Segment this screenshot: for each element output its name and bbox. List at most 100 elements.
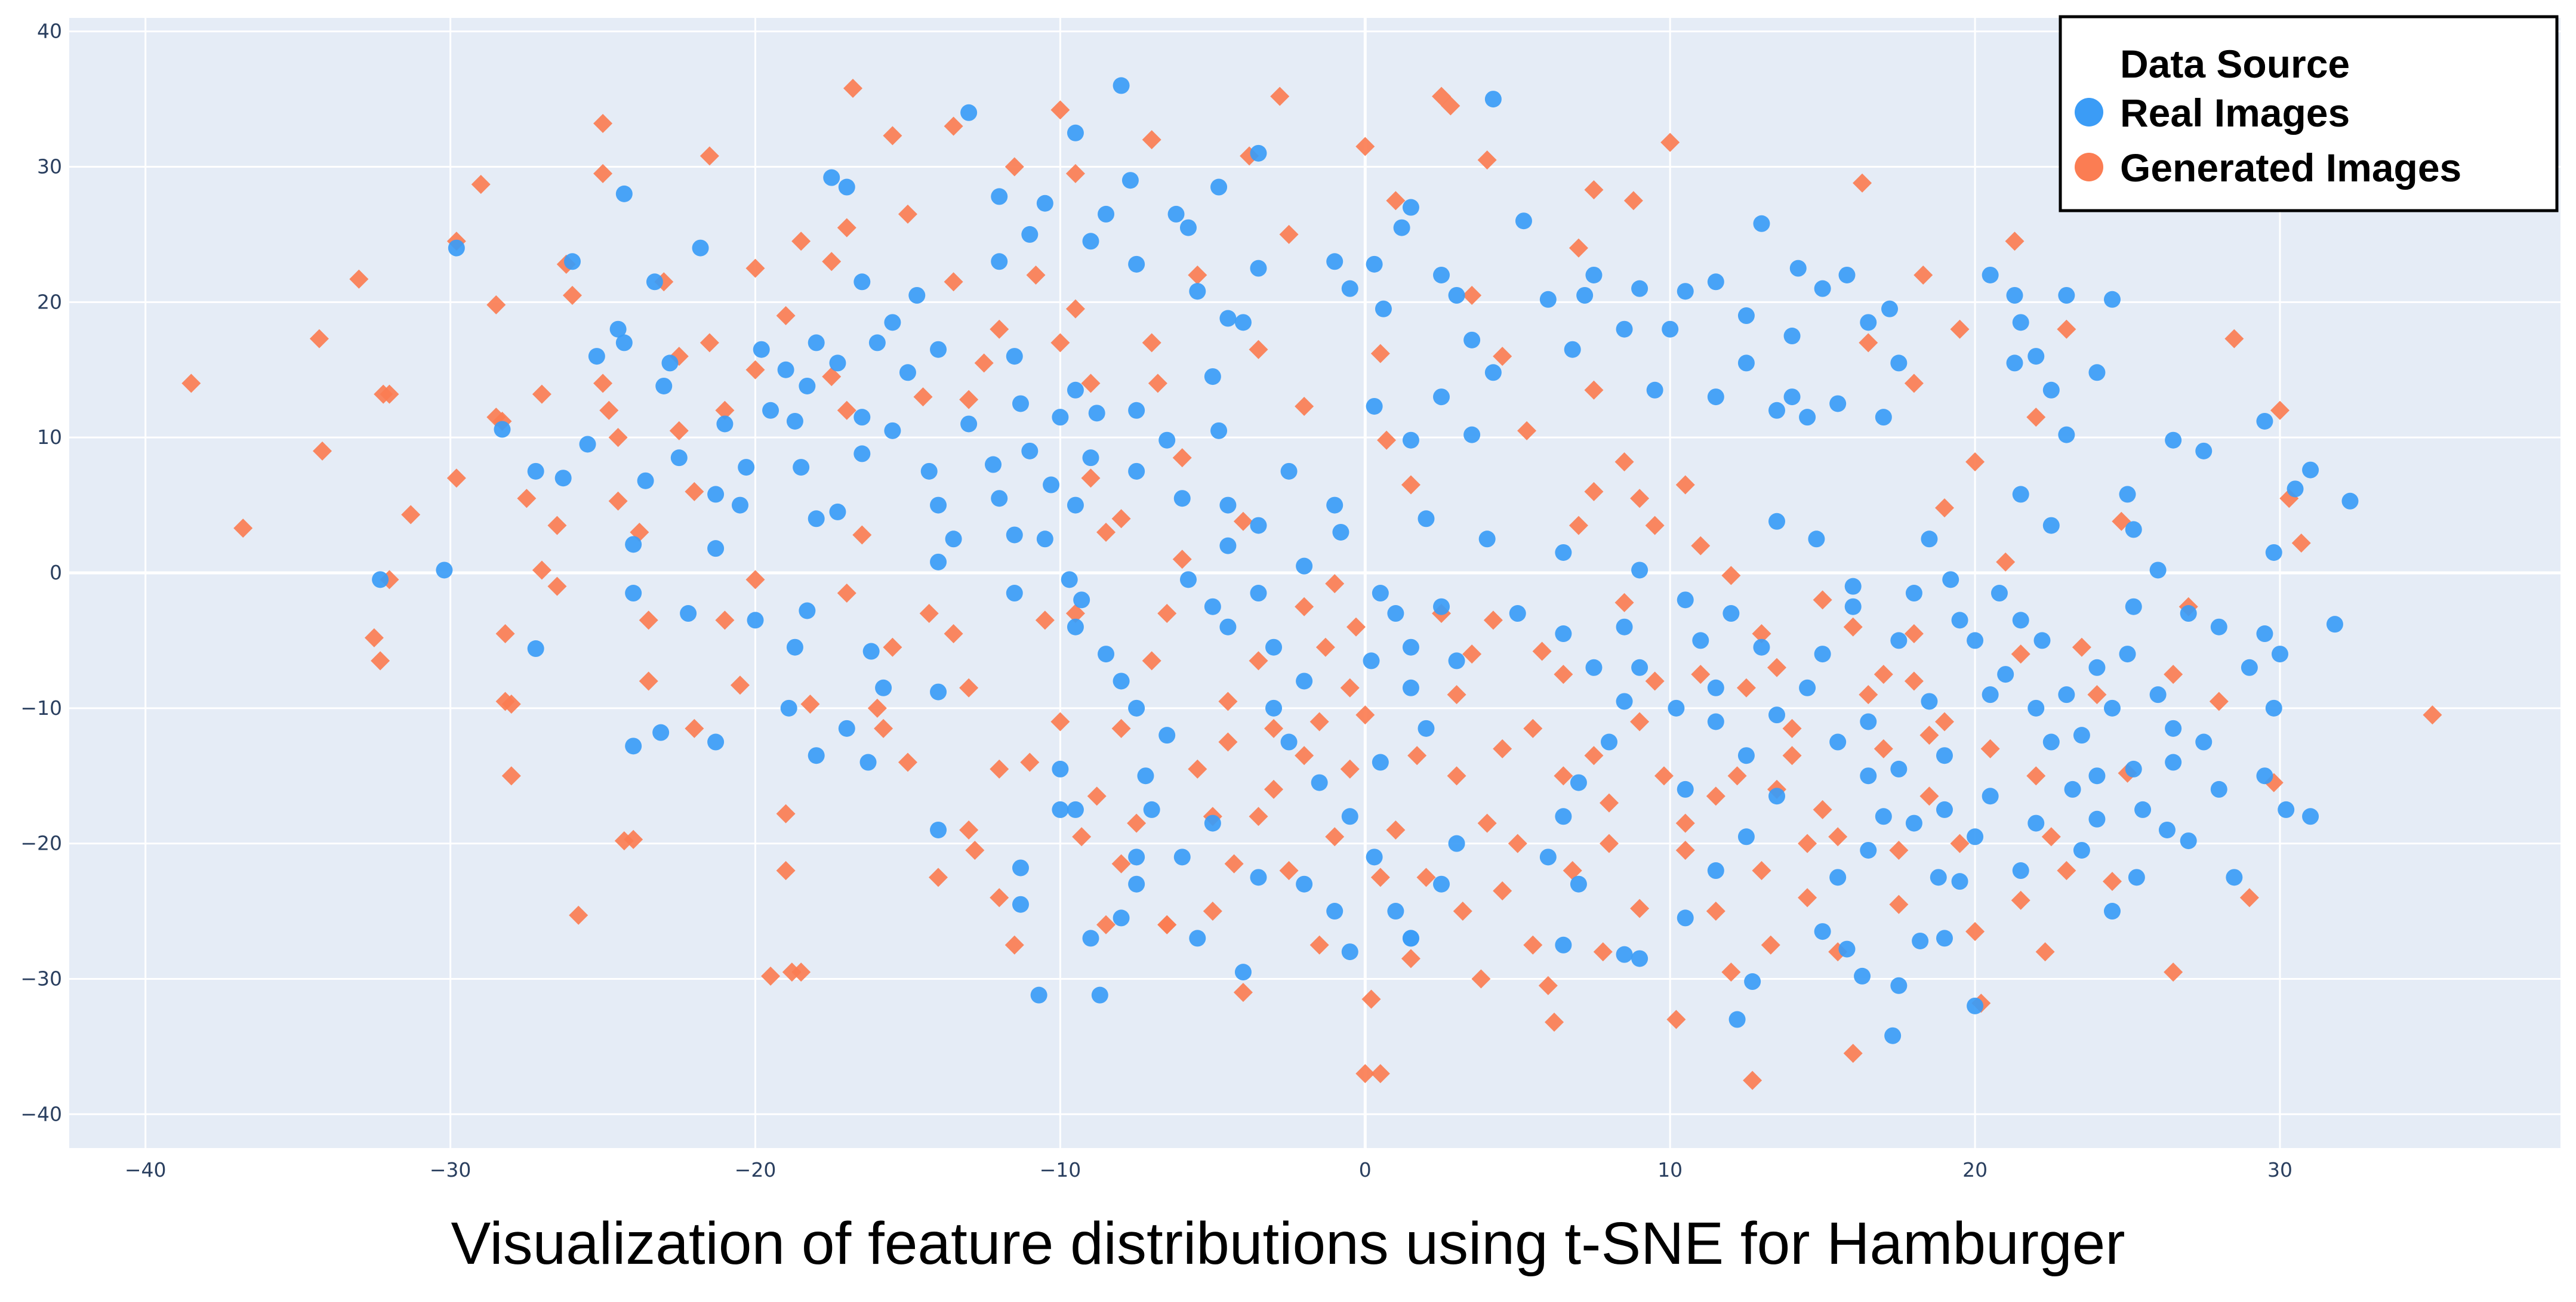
generated-image-point: [1654, 766, 1674, 786]
real-image-point: [1814, 646, 1831, 663]
real-image-point: [1570, 875, 1587, 893]
generated-image-point: [1996, 552, 2016, 572]
real-image-point: [1478, 530, 1496, 548]
real-image-point: [1332, 523, 1349, 541]
real-image-point: [1707, 273, 1724, 291]
real-image-point: [1030, 986, 1047, 1004]
real-image-point: [1341, 808, 1358, 825]
real-image-point: [1250, 585, 1267, 602]
real-image-point: [1982, 788, 1999, 805]
generated-image-point: [380, 384, 399, 404]
generated-image-point: [2011, 644, 2030, 664]
generated-image-point: [1050, 333, 1070, 353]
generated-image-point: [1224, 854, 1244, 874]
generated-image-point: [791, 962, 811, 982]
generated-image-point: [1416, 868, 1436, 887]
generated-image-point: [1401, 475, 1421, 495]
real-image-point: [1366, 849, 1383, 866]
generated-image-point: [1004, 157, 1024, 177]
real-image-point: [1375, 300, 1392, 317]
real-image-point: [1875, 808, 1892, 825]
real-image-point: [1402, 930, 1419, 947]
generated-image-point: [959, 820, 979, 840]
generated-image-point: [2164, 962, 2183, 982]
generated-image-point: [1554, 665, 1573, 684]
real-image-point: [991, 253, 1008, 270]
real-image-point: [554, 470, 572, 487]
generated-image-point: [1965, 922, 1985, 942]
generated-image-point: [1111, 718, 1131, 738]
real-image-point: [853, 409, 871, 426]
real-image-point: [1463, 426, 1481, 443]
real-image-point: [823, 169, 840, 186]
real-image-point: [1021, 226, 1039, 243]
generated-image-point: [944, 116, 963, 136]
generated-image-point: [1157, 604, 1177, 624]
y-tick-label: −30: [20, 967, 62, 990]
real-image-point: [1204, 368, 1221, 385]
generated-image-point: [1441, 96, 1460, 116]
generated-image-point: [1691, 536, 1711, 556]
real-image-point: [1088, 405, 1105, 422]
real-image-point: [786, 412, 803, 430]
y-tick-label: 0: [50, 561, 62, 584]
real-image-point: [615, 185, 633, 202]
generated-image-point: [1545, 1013, 1564, 1032]
real-image-point: [1631, 659, 1648, 676]
real-image-point: [1707, 713, 1724, 730]
real-image-point: [1128, 875, 1145, 893]
generated-image-point: [1035, 610, 1055, 630]
generated-image-point: [1538, 976, 1558, 995]
generated-image-point: [2239, 888, 2259, 908]
generated-image-point: [1020, 752, 1040, 772]
generated-image-point: [2057, 319, 2076, 339]
real-image-point: [1250, 260, 1267, 277]
real-image-point: [1219, 496, 1237, 514]
real-image-point: [1677, 283, 1694, 300]
generated-image-point: [791, 232, 811, 251]
generated-image-point: [1355, 137, 1375, 156]
generated-image-point: [1148, 374, 1167, 393]
real-image-point: [680, 605, 697, 622]
real-image-point: [1912, 932, 1929, 949]
real-image-point: [738, 459, 755, 476]
real-image-point: [1219, 310, 1237, 327]
generated-image-point: [1087, 786, 1107, 806]
generated-image-point: [1798, 834, 1817, 853]
real-image-point: [1113, 77, 1130, 94]
real-image-point: [1006, 585, 1023, 602]
generated-image-point: [1493, 347, 1512, 366]
y-tick-label: −10: [20, 696, 62, 720]
real-image-point: [2103, 903, 2121, 920]
real-image-point: [1484, 364, 1502, 381]
generated-image-point: [837, 400, 856, 420]
generated-image-point: [1563, 861, 1582, 881]
real-image-point: [1052, 801, 1069, 818]
generated-image-point: [349, 269, 369, 289]
generated-image-point: [822, 367, 842, 387]
generated-image-point: [1401, 949, 1421, 968]
generated-image-point: [1370, 868, 1390, 887]
real-image-point: [1723, 605, 1740, 622]
real-image-point: [1783, 388, 1801, 406]
real-image-point: [2119, 486, 2136, 503]
real-image-point: [2073, 841, 2090, 859]
real-image-point: [884, 314, 901, 331]
real-image-point: [1036, 195, 1053, 212]
real-image-point: [1936, 801, 1953, 818]
generated-image-point: [1593, 942, 1613, 962]
generated-image-point: [913, 387, 933, 407]
generated-image-point: [593, 113, 613, 133]
real-image-point: [2195, 442, 2213, 459]
real-image-point: [1484, 91, 1502, 108]
real-image-point: [991, 188, 1008, 205]
real-image-point: [527, 640, 544, 658]
real-image-point: [2341, 492, 2359, 510]
generated-image-point: [608, 491, 628, 511]
real-image-point: [1387, 605, 1404, 622]
generated-image-point: [1483, 610, 1503, 630]
real-image-point: [1884, 1027, 1902, 1044]
real-image-point: [2125, 760, 2142, 778]
real-image-point: [1905, 585, 1922, 602]
generated-image-point: [1346, 617, 1366, 637]
